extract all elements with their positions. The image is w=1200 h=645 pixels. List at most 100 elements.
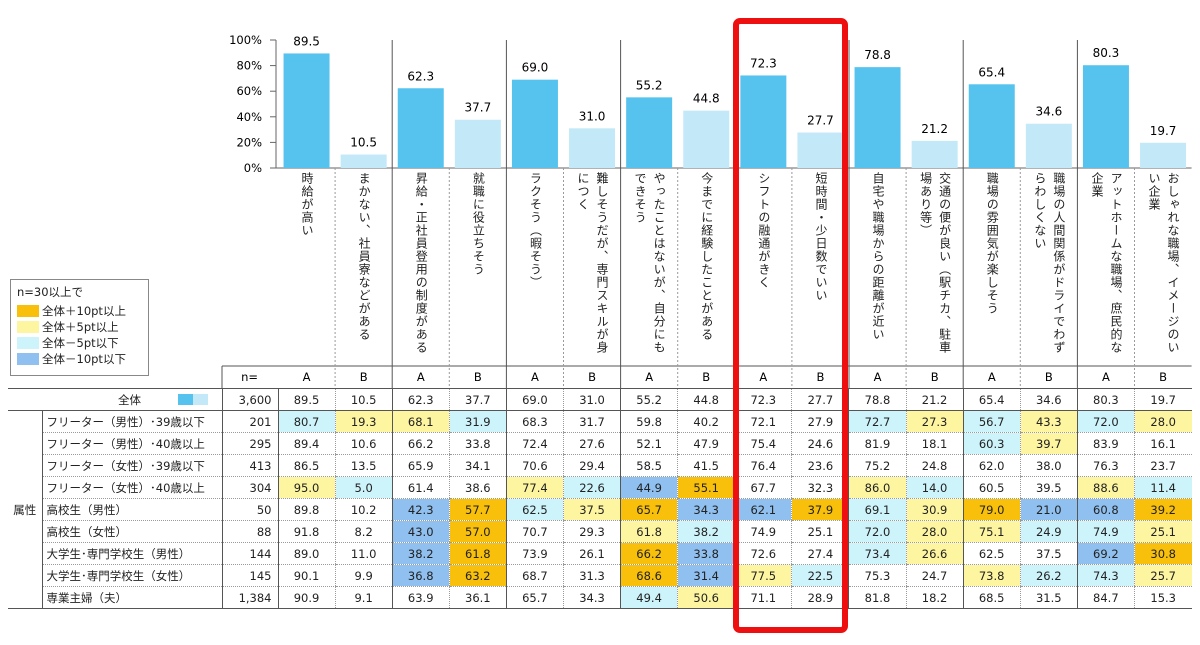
value-cell: 34.1: [448, 454, 507, 477]
value-cell: 61.8: [448, 542, 507, 565]
value-cell: 72.0: [848, 520, 907, 543]
legend: n=30以上で 全体＋10pt以上 全体＋5pt以上 全体－5pt以下 全体－1…: [10, 279, 149, 376]
n-cell: 1,384: [221, 586, 278, 609]
value-cell: 37.5: [1019, 542, 1078, 565]
value-cell: 24.9: [1019, 520, 1078, 543]
value-cell: 31.5: [1019, 586, 1078, 609]
value-cell: 37.5: [562, 498, 621, 521]
bar: [797, 132, 844, 168]
value-cell: 89.8: [277, 498, 336, 521]
ab-header: B: [588, 370, 596, 384]
category-label: 交通の便が良い（駅チカ、駐車場あり等）: [918, 172, 952, 354]
value-cell: 65.4: [962, 388, 1021, 411]
value-cell: 72.4: [505, 432, 564, 455]
row-label: 大学生･専門学校生（女性）: [42, 564, 222, 587]
value-cell: 28.0: [905, 520, 964, 543]
row-label: フリーター（女性）･39歳以下: [42, 454, 222, 477]
category-label-text: 就職に役立ちそう: [471, 172, 486, 276]
bar-chart: 100% 80% 60% 40% 20% 0% 89.5 10.5 62.3 37.7 69.0 31…: [221, 33, 1192, 388]
legend-item: 全体－10pt以下: [17, 351, 142, 367]
category-label-text: やったことはないが、自分にもできそう: [633, 172, 667, 354]
y-tick-label: 100%: [229, 33, 262, 47]
category-label-text: まかない、社員寮などがある: [357, 172, 372, 341]
value-cell: 23.7: [1133, 454, 1192, 477]
bar-value-label: 37.7: [464, 101, 491, 115]
table-row: 属性 フリーター（男性）･39歳以下 201 80.7 19.3 68.1 31.9 68.3…: [8, 410, 1192, 609]
value-cell: 27.3: [905, 410, 964, 433]
y-tick-label: 60%: [236, 84, 262, 98]
ab-header: A: [988, 370, 996, 384]
value-cell: 24.7: [905, 564, 964, 587]
value-cell: 81.9: [848, 432, 907, 455]
value-cell: 72.0: [1076, 410, 1135, 433]
value-cell: 42.3: [391, 498, 450, 521]
category-label: 職場の人間関係がドライでわずらわしくない: [1033, 172, 1066, 354]
value-cell: 62.5: [505, 498, 564, 521]
value-cell: 80.7: [277, 410, 336, 433]
row-label: 全体: [118, 393, 141, 407]
row-label-cell: 全体: [8, 388, 222, 411]
category-label: シフトの融通がきく: [757, 172, 771, 289]
category-label-text: 交通の便が良い（駅チカ、駐車場あり等）: [918, 172, 952, 354]
value-cell: 31.4: [677, 564, 735, 587]
value-cell: 29.4: [562, 454, 621, 477]
y-tick-label: 0%: [244, 161, 262, 175]
table-row: フリーター（女性）･40歳以上 304 95.0 5.0 61.4 38.6 77.4 22.…: [8, 476, 1192, 499]
value-cell: 10.5: [334, 388, 393, 411]
value-cell: 25.1: [1133, 520, 1192, 543]
value-cell: 10.6: [334, 432, 393, 455]
row-label: 高校生（女性）: [42, 520, 222, 543]
value-cell: 28.9: [791, 586, 849, 609]
value-cell: 22.5: [791, 564, 849, 587]
bar: [397, 88, 444, 168]
value-cell: 72.6: [734, 542, 792, 565]
bar: [1140, 142, 1187, 168]
bar-value-label: 80.3: [1093, 46, 1120, 60]
row-label: フリーター（男性）･39歳以下: [42, 410, 222, 433]
category-label-text: 難しそうだが、専門スキルが身につく: [576, 172, 610, 354]
legend-item: 全体＋10pt以上: [17, 303, 142, 319]
value-cell: 69.1: [848, 498, 907, 521]
ab-header: A: [303, 370, 311, 384]
value-cell: 90.9: [277, 586, 336, 609]
value-cell: 60.5: [962, 476, 1021, 499]
value-cell: 68.7: [505, 564, 564, 587]
value-cell: 68.1: [391, 410, 450, 433]
value-cell: 5.0: [334, 476, 393, 499]
bar-value-label: 55.2: [636, 78, 663, 92]
value-cell: 60.3: [962, 432, 1021, 455]
value-cell: 77.5: [734, 564, 792, 587]
value-cell: 66.2: [620, 542, 678, 565]
value-cell: 38.0: [1019, 454, 1078, 477]
value-cell: 95.0: [277, 476, 336, 499]
category-label-text: アットホームな職場、庶民的な企業: [1089, 172, 1123, 354]
category-label-text: 自宅や職場からの距離が近い: [871, 172, 886, 341]
legend-swatch: [17, 305, 39, 317]
bar: [569, 128, 616, 168]
value-cell: 14.0: [905, 476, 964, 499]
value-cell: 49.4: [620, 586, 678, 609]
value-cell: 25.1: [791, 520, 849, 543]
value-cell: 86.5: [277, 454, 336, 477]
value-cell: 76.4: [734, 454, 792, 477]
value-cell: 63.9: [391, 586, 450, 609]
value-cell: 19.7: [1133, 388, 1192, 411]
value-cell: 22.6: [562, 476, 621, 499]
value-cell: 9.1: [334, 586, 393, 609]
category-label: まかない、社員寮などがある: [357, 172, 372, 341]
category-label-text: 今までに経験したことがある: [699, 172, 714, 341]
category-label-text: おしゃれな職場、イメージのいい企業: [1147, 172, 1181, 354]
value-cell: 80.3: [1076, 388, 1135, 411]
value-cell: 89.4: [277, 432, 336, 455]
value-cell: 41.5: [677, 454, 735, 477]
value-cell: 33.8: [448, 432, 507, 455]
value-cell: 74.9: [1076, 520, 1135, 543]
value-cell: 31.9: [448, 410, 507, 433]
value-cell: 31.7: [562, 410, 621, 433]
value-cell: 73.8: [962, 564, 1021, 587]
ab-header: A: [417, 370, 425, 384]
value-cell: 32.3: [791, 476, 849, 499]
value-cell: 43.0: [391, 520, 450, 543]
category-label-text: 昇給・正社員登用の制度がある: [414, 172, 429, 354]
row-label: フリーター（女性）･40歳以上: [42, 476, 222, 499]
